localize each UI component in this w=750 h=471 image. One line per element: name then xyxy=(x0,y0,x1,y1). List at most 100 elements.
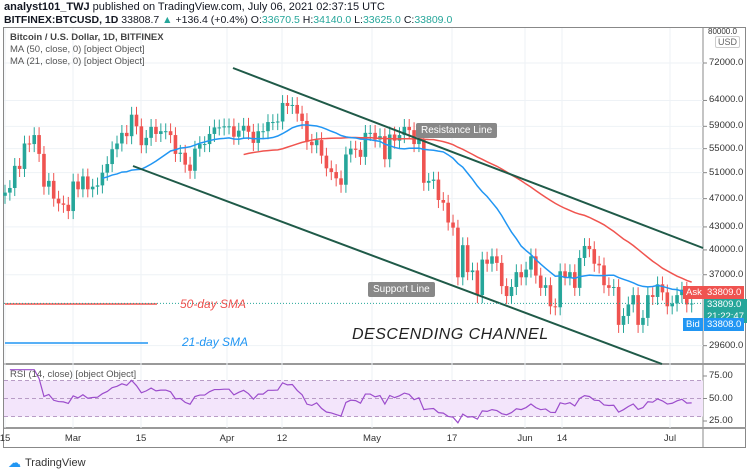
candle xyxy=(271,122,275,124)
candle xyxy=(436,179,441,200)
candle xyxy=(460,245,465,278)
candle xyxy=(100,172,105,186)
price-tick: 47000.0 xyxy=(709,192,744,204)
candle xyxy=(387,134,392,160)
candle xyxy=(319,140,324,156)
candle xyxy=(426,180,431,183)
candle xyxy=(451,222,455,228)
candle xyxy=(509,286,514,297)
candle xyxy=(582,245,587,258)
chart-legend: Bitcoin / U.S. Dollar, 1D, BITFINEX MA (… xyxy=(10,32,164,68)
publish-info: analyst101_TWJ published on TradingView.… xyxy=(4,1,385,13)
countdown: 21:22:47 xyxy=(707,311,744,322)
current-price: 33809.0 xyxy=(707,299,742,310)
candle xyxy=(207,133,212,145)
candle xyxy=(587,245,592,250)
candle xyxy=(670,303,674,307)
candle xyxy=(193,148,197,171)
candle xyxy=(300,113,304,121)
price-tick: 64000.0 xyxy=(709,94,744,106)
legend-ma21[interactable]: MA (21, close, 0) [object Object] xyxy=(10,56,145,67)
date-tick: 15 xyxy=(136,433,147,444)
date-tick: May xyxy=(363,433,381,444)
close-value: 33809.0 xyxy=(414,14,453,26)
price-tick: 29600.0 xyxy=(709,339,744,351)
candle xyxy=(85,176,90,190)
low-value: 33625.0 xyxy=(362,14,401,26)
legend-ma50[interactable]: MA (50, close, 0) [object Object] xyxy=(10,44,145,55)
candle xyxy=(66,204,71,212)
l-label: L: xyxy=(354,14,363,26)
candle xyxy=(339,178,343,185)
candle xyxy=(558,271,562,308)
candle xyxy=(32,135,37,145)
candle xyxy=(383,136,387,160)
date-tick: 14 xyxy=(557,433,568,444)
price-tick: 59000.0 xyxy=(709,120,744,132)
author[interactable]: analyst101_TWJ xyxy=(4,1,90,13)
candle xyxy=(504,286,509,297)
publish-text: published on TradingView.com, July 06, 2… xyxy=(92,1,385,13)
candle xyxy=(290,104,295,106)
candle xyxy=(519,272,524,278)
tradingview-logo[interactable]: ☁ TradingView xyxy=(8,455,86,471)
price-tick: 40000.0 xyxy=(709,243,744,255)
currency-label[interactable]: USD xyxy=(715,36,741,48)
candle xyxy=(616,286,621,325)
o-label: O: xyxy=(250,14,262,26)
candle xyxy=(178,152,183,154)
candle xyxy=(120,132,124,144)
price-tick: 51000.0 xyxy=(709,166,744,178)
candle xyxy=(577,257,582,288)
candle xyxy=(227,126,231,128)
candle xyxy=(212,127,217,134)
rsi-tick: 50.00 xyxy=(709,392,733,404)
candle xyxy=(217,127,222,129)
candle xyxy=(480,259,485,296)
candle xyxy=(173,135,178,154)
candle xyxy=(71,181,75,212)
candle xyxy=(626,304,631,316)
bid-price-tag: 33808.0 xyxy=(704,318,745,331)
legend-rsi[interactable]: RSI (14, close) [object Object] xyxy=(10,369,137,380)
candle xyxy=(95,185,100,187)
candle xyxy=(534,256,538,276)
support-line-label: Support Line xyxy=(368,282,435,297)
candle xyxy=(543,285,548,288)
date-tick: Mar xyxy=(65,433,81,444)
candle xyxy=(51,180,56,199)
candle xyxy=(124,132,129,137)
date-tick: Jul xyxy=(664,433,676,444)
candle xyxy=(139,126,144,146)
open-value: 33670.5 xyxy=(261,14,300,26)
channel-label: DESCENDING CHANNEL xyxy=(352,326,549,343)
candle xyxy=(465,245,470,273)
rsi-band xyxy=(4,380,703,417)
candle xyxy=(548,285,553,307)
candle xyxy=(397,135,402,141)
candle xyxy=(592,249,597,264)
price-tick: 72000.0 xyxy=(709,57,744,68)
candle xyxy=(641,317,645,325)
support-line xyxy=(132,165,663,365)
candle xyxy=(222,126,226,128)
bid-label: Bid xyxy=(683,318,703,331)
candle xyxy=(363,132,368,157)
candle xyxy=(17,165,22,169)
candle xyxy=(563,271,567,278)
candle xyxy=(42,153,46,187)
sma21-label: 21-day SMA xyxy=(182,335,249,349)
ask-label: Ask xyxy=(683,286,705,299)
candle xyxy=(646,295,650,318)
candle xyxy=(285,102,290,106)
candle xyxy=(266,122,270,132)
date-tick: Jun xyxy=(517,433,532,444)
candle xyxy=(275,121,280,123)
candle xyxy=(334,172,338,179)
candle xyxy=(495,256,499,263)
price-tick: 43000.0 xyxy=(709,220,744,232)
candle xyxy=(621,315,626,325)
candle xyxy=(329,168,334,173)
candle xyxy=(538,275,543,288)
